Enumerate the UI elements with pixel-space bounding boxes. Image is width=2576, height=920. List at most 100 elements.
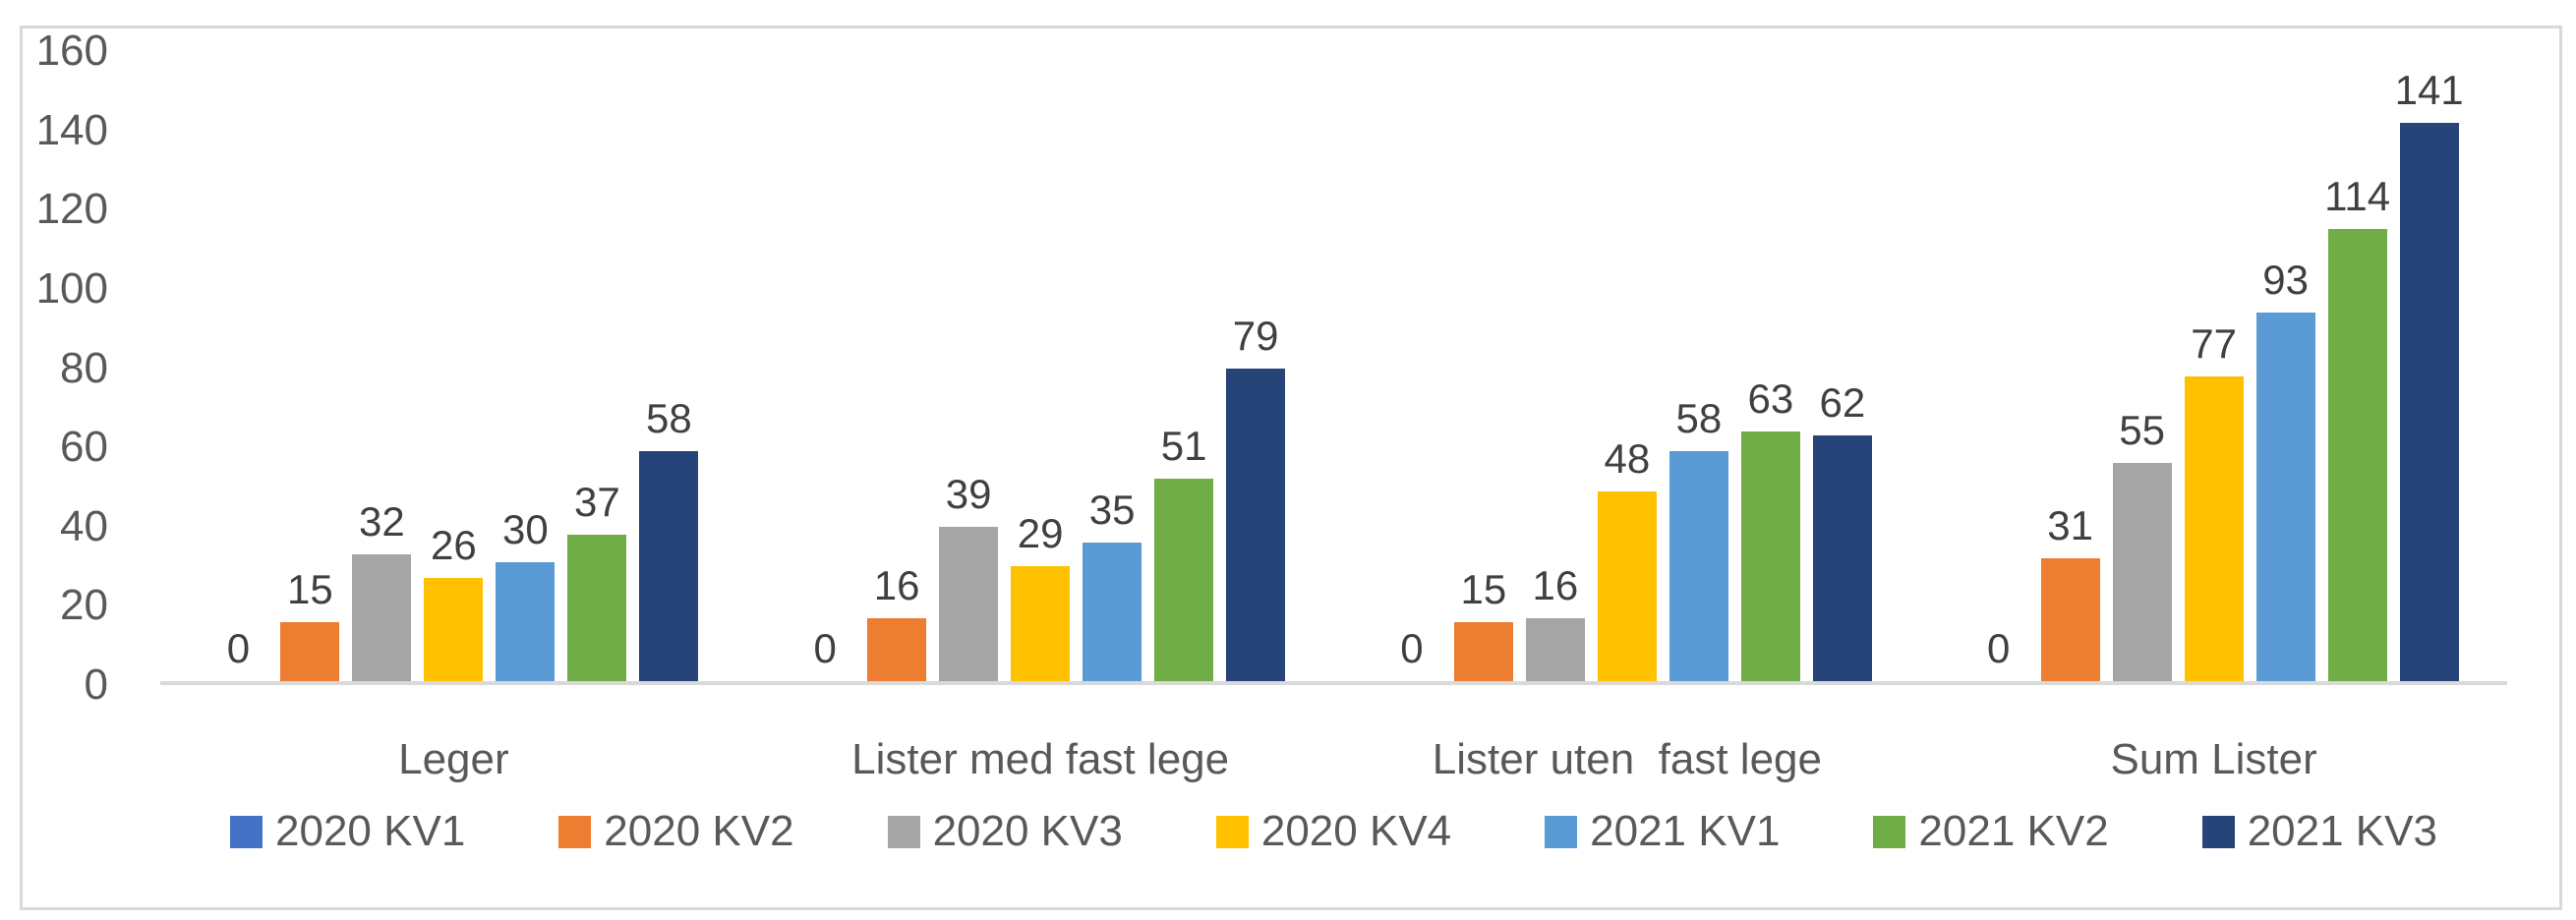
bar bbox=[280, 621, 340, 681]
bar-slot: 35 bbox=[1083, 51, 1142, 681]
bar bbox=[1525, 617, 1585, 681]
data-label: 32 bbox=[359, 498, 405, 545]
bar bbox=[1597, 490, 1657, 681]
data-label: 29 bbox=[1017, 510, 1064, 557]
legend-swatch-icon bbox=[1545, 815, 1578, 848]
data-label: 93 bbox=[2262, 257, 2309, 304]
bar-group: 0 16 39 29 35 51 79 bbox=[747, 51, 1334, 681]
legend-swatch-icon bbox=[887, 815, 920, 848]
y-axis-tick-label: 140 bbox=[35, 105, 108, 154]
bar-slot: 79 bbox=[1226, 51, 1286, 681]
bar-slot: 51 bbox=[1154, 51, 1214, 681]
bar bbox=[1226, 368, 1286, 681]
bar bbox=[2112, 463, 2172, 681]
bar bbox=[939, 526, 999, 681]
data-label: 15 bbox=[1460, 565, 1507, 612]
data-label: 141 bbox=[2394, 66, 2464, 113]
legend-item: 2021 KV2 bbox=[1873, 810, 2109, 853]
bar bbox=[1011, 566, 1071, 681]
bar-slot: 48 bbox=[1597, 51, 1657, 681]
bar-slot: 93 bbox=[2255, 51, 2315, 681]
bar-slot: 31 bbox=[2040, 51, 2100, 681]
legend-swatch-icon bbox=[1873, 815, 1906, 848]
bar bbox=[2327, 229, 2387, 681]
data-label: 30 bbox=[502, 506, 549, 553]
bar-group: 0 15 32 26 30 37 58 bbox=[160, 51, 747, 681]
bar-group: 0 31 55 77 93 114 141 bbox=[1920, 51, 2507, 681]
x-axis-category-labels: Leger Lister med fast lege Lister uten fas… bbox=[160, 735, 2507, 784]
bar-slot: 30 bbox=[496, 51, 556, 681]
bar bbox=[567, 534, 627, 681]
legend-item: 2021 KV3 bbox=[2201, 810, 2437, 853]
bar bbox=[352, 554, 412, 681]
bar-slot: 29 bbox=[1011, 51, 1071, 681]
y-axis-tick-label: 20 bbox=[60, 581, 108, 630]
data-label: 0 bbox=[226, 625, 251, 671]
y-axis-tick-label: 100 bbox=[35, 263, 108, 313]
legend-swatch-icon bbox=[230, 815, 263, 848]
data-label: 63 bbox=[1747, 375, 1794, 423]
legend-label: 2021 KV1 bbox=[1590, 807, 1781, 855]
bar-slot: 62 bbox=[1812, 51, 1872, 681]
bar bbox=[2399, 122, 2459, 681]
bar bbox=[1453, 621, 1513, 681]
data-label: 48 bbox=[1604, 434, 1651, 482]
bar-slot: 26 bbox=[424, 51, 484, 681]
bar-slot: 15 bbox=[1453, 51, 1513, 681]
bar-slot: 114 bbox=[2324, 51, 2390, 681]
y-axis-tick-label: 160 bbox=[35, 27, 108, 75]
bar-slot: 77 bbox=[2184, 51, 2244, 681]
legend-swatch-icon bbox=[1215, 815, 1249, 848]
legend-label: 2020 KV2 bbox=[604, 807, 794, 855]
bar-slot: 0 bbox=[795, 51, 854, 681]
data-label: 0 bbox=[1986, 625, 2011, 671]
bar bbox=[424, 578, 484, 681]
bar bbox=[2255, 313, 2315, 681]
legend-item: 2020 KV2 bbox=[558, 807, 794, 855]
legend-item: 2021 KV1 bbox=[1545, 810, 1780, 853]
bar-slot: 0 bbox=[1969, 51, 2028, 681]
legend-swatch-icon bbox=[2201, 815, 2235, 848]
legend: 2020 KV1 2020 KV2 2020 KV3 2020 KV4 2021 KV1… bbox=[160, 810, 2507, 853]
y-axis-tick-label: 120 bbox=[35, 185, 108, 234]
data-label: 39 bbox=[945, 470, 992, 517]
legend-label: 2020 KV1 bbox=[275, 807, 466, 855]
data-label: 26 bbox=[431, 522, 477, 569]
y-axis-tick-label: 0 bbox=[84, 661, 108, 709]
data-label: 114 bbox=[2324, 173, 2391, 220]
category-label: Lister med fast lege bbox=[851, 735, 1230, 783]
data-label: 58 bbox=[1675, 395, 1723, 442]
category-label: Lister uten fast lege bbox=[1432, 735, 1822, 783]
data-label: 15 bbox=[287, 565, 333, 612]
bar-slot: 32 bbox=[352, 51, 412, 681]
bar bbox=[1812, 435, 1872, 681]
legend-label: 2020 KV4 bbox=[1260, 807, 1452, 855]
bar bbox=[2040, 558, 2100, 681]
data-label: 16 bbox=[1532, 561, 1579, 608]
bar bbox=[867, 617, 927, 681]
bar-slot: 39 bbox=[939, 51, 999, 681]
bar-group: 0 15 16 48 58 63 62 bbox=[1334, 51, 1921, 681]
bar bbox=[496, 562, 556, 681]
bar-slot: 63 bbox=[1740, 51, 1800, 681]
y-axis-tick-label: 40 bbox=[60, 501, 108, 550]
y-axis: 0 20 40 60 80 100 120 140 160 bbox=[0, 0, 108, 920]
data-label: 79 bbox=[1232, 312, 1279, 359]
legend-swatch-icon bbox=[558, 815, 592, 848]
bar bbox=[1083, 542, 1142, 681]
bar-slot: 55 bbox=[2112, 51, 2172, 681]
y-axis-tick-label: 60 bbox=[60, 423, 108, 472]
category-label: Sum Lister bbox=[2110, 735, 2317, 783]
bar bbox=[1740, 431, 1800, 681]
bar-slot: 16 bbox=[867, 51, 927, 681]
data-label: 55 bbox=[2119, 407, 2165, 454]
plot-area: 0 15 32 26 30 37 58 0 16 39 29 35 51 79 0 15 16 48 58 63 62 0… bbox=[160, 51, 2507, 685]
y-axis-tick-label: 80 bbox=[60, 343, 108, 392]
bar-slot: 58 bbox=[1669, 51, 1728, 681]
data-label: 51 bbox=[1160, 423, 1207, 470]
legend-item: 2020 KV3 bbox=[887, 807, 1123, 855]
data-label: 0 bbox=[813, 625, 837, 671]
legend-label: 2020 KV3 bbox=[932, 807, 1123, 855]
data-label: 62 bbox=[1819, 379, 1866, 427]
bar bbox=[1154, 479, 1214, 681]
